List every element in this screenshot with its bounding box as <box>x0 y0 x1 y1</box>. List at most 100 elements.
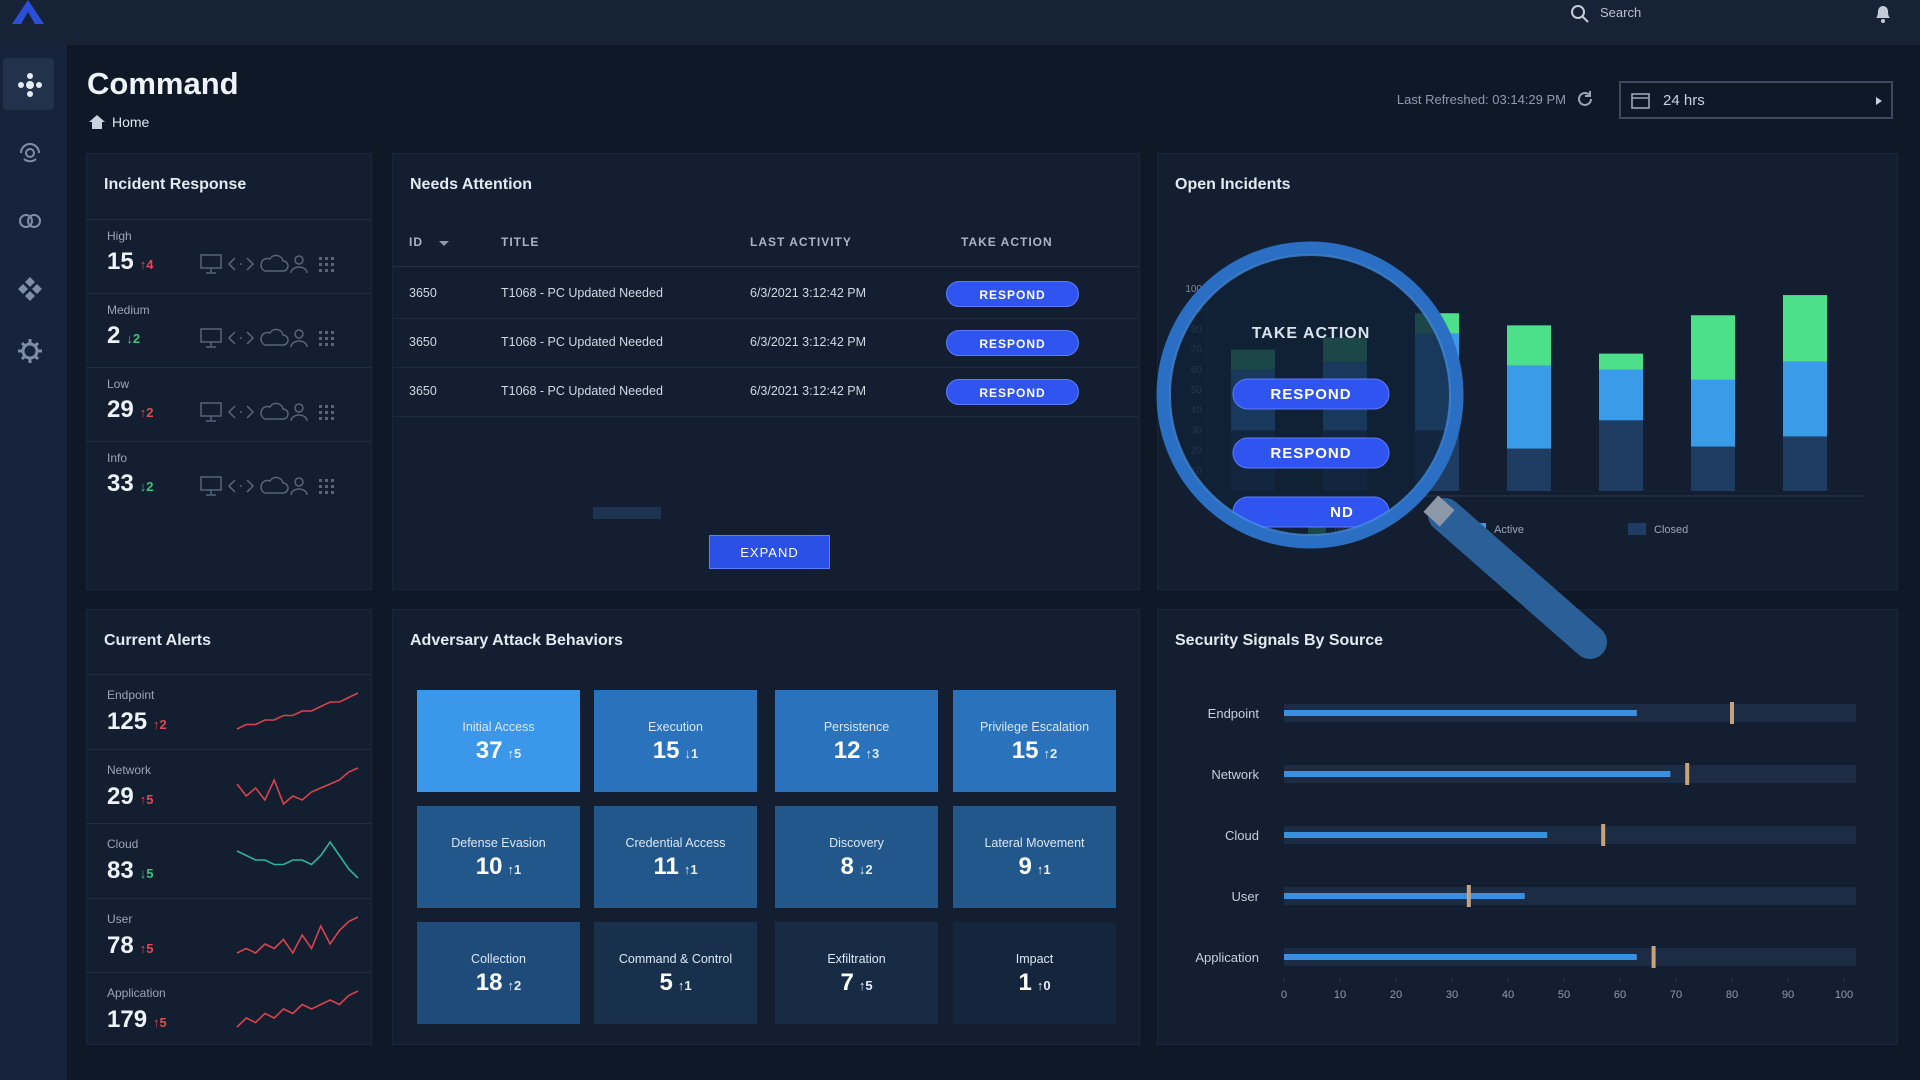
search-input[interactable]: Search <box>1600 5 1642 20</box>
source-icons <box>200 476 334 496</box>
count: 12 <box>833 737 861 764</box>
sort-caret <box>439 241 449 246</box>
needs-attention-panel: Needs Attention ID TITLE LAST ACTIVITY TAKE… <box>392 153 1140 590</box>
count: 29 <box>107 396 134 423</box>
icon <box>260 402 289 420</box>
y-tick-label: 50 <box>1191 385 1203 396</box>
sparkline <box>236 840 359 879</box>
respond-button[interactable]: RESPOND <box>946 281 1079 307</box>
target-marker <box>1466 885 1471 907</box>
target-marker <box>1685 763 1690 785</box>
count: 10 <box>475 853 503 880</box>
bar-segment <box>1783 436 1827 491</box>
nav-settings[interactable] <box>16 337 44 365</box>
tactic-label: Lateral Movement <box>984 836 1085 850</box>
x-tick-label: 40 <box>1502 989 1514 1001</box>
notifications[interactable] <box>1872 2 1894 24</box>
row-divider <box>393 367 1139 368</box>
nav-icon[interactable] <box>16 275 44 303</box>
column-header[interactable]: ID <box>409 235 423 249</box>
search-icon[interactable] <box>1570 4 1590 24</box>
sparkline <box>236 766 359 805</box>
category-label: Application <box>1195 950 1259 965</box>
top-bar: Search <box>0 0 1920 45</box>
alert-stat: 179 ↑5 <box>107 1006 167 1034</box>
y-tick-label: 100 <box>1185 284 1202 295</box>
count: 11 <box>653 853 679 880</box>
icon <box>331 405 334 408</box>
column-header: TITLE <box>501 235 540 249</box>
row-divider <box>87 367 371 368</box>
change: ↑2 <box>153 717 167 732</box>
refresh-button[interactable] <box>1575 89 1595 109</box>
tactic-tile[interactable]: Defense Evasion 10 ↑1 <box>417 806 580 908</box>
bar-segment <box>1231 369 1275 431</box>
tactic-tile[interactable]: Lateral Movement 9 ↑1 <box>953 806 1116 908</box>
change: ↑4 <box>139 257 154 272</box>
tactic-tile[interactable]: Impact 1 ↑0 <box>953 922 1116 1024</box>
tactic-label: Persistence <box>823 720 890 734</box>
open-incidents-chart: 0 10 20 30 40 50 60 70 80 90 100 New Active Closed <box>1185 284 1866 536</box>
y-tick-label: 40 <box>1191 405 1203 416</box>
bar-segment <box>1599 353 1643 370</box>
bar-segment <box>1231 430 1275 491</box>
bar <box>1284 832 1548 838</box>
tactic-tile[interactable]: Collection 18 ↑2 <box>417 922 580 1024</box>
sparkline <box>236 692 359 730</box>
icon <box>290 255 308 274</box>
breadcrumb[interactable]: Home <box>112 114 150 130</box>
icon <box>200 476 222 496</box>
change: ↑5 <box>139 940 154 956</box>
tactic-stat: 5 ↑1 <box>594 969 757 997</box>
tactic-tile[interactable]: Command & Control 5 ↑1 <box>594 922 757 1024</box>
y-tick-label: 80 <box>1191 324 1203 335</box>
time-range-picker[interactable]: 24 hrs <box>1619 81 1893 119</box>
cell: 3650 <box>409 286 437 300</box>
nav-icon[interactable] <box>16 207 44 235</box>
tactic-tile[interactable]: Initial Access 37 ↑5 <box>417 690 580 792</box>
respond-button[interactable]: RESPOND <box>946 330 1079 356</box>
change: ↑5 <box>139 791 154 807</box>
nav-icon[interactable] <box>16 139 44 167</box>
icon <box>319 343 322 346</box>
target-marker <box>1651 946 1656 968</box>
icon <box>319 269 322 272</box>
x-tick-label: 50 <box>1558 989 1570 1001</box>
alert-stat: 83 ↓5 <box>107 857 153 885</box>
alert-stat: 78 ↑5 <box>107 932 153 960</box>
logo[interactable] <box>8 0 48 26</box>
icon <box>325 479 328 482</box>
severity-stat: 29 ↑2 <box>107 396 153 424</box>
tactic-tile[interactable]: Exfiltration 7 ↑5 <box>775 922 938 1024</box>
sparkline-chart <box>236 990 359 1028</box>
nav-icon[interactable] <box>16 71 44 99</box>
tactic-tile[interactable]: Privilege Escalation 15 ↑2 <box>953 690 1116 792</box>
bar-segment <box>1323 361 1367 431</box>
home-icon[interactable] <box>88 114 106 130</box>
tactic-stat: 7 ↑5 <box>775 969 938 997</box>
change: ↑5 <box>507 746 522 761</box>
source-icons <box>200 254 334 274</box>
category-label: Cloud <box>1225 828 1259 843</box>
change: ↑2 <box>139 405 154 420</box>
respond-button[interactable]: RESPOND <box>946 379 1079 405</box>
row-divider <box>87 674 371 675</box>
icon <box>325 343 328 346</box>
icon <box>290 403 308 422</box>
column-header: LAST ACTIVITY <box>750 235 852 249</box>
icon <box>331 343 334 346</box>
tactic-label: Discovery <box>829 836 884 850</box>
x-tick-label: 80 <box>1726 989 1738 1001</box>
tactic-tile[interactable]: Persistence 12 ↑3 <box>775 690 938 792</box>
bar-segment <box>1231 349 1275 370</box>
tactic-tile[interactable]: Discovery 8 ↓2 <box>775 806 938 908</box>
icon <box>319 263 322 266</box>
expand-button[interactable]: EXPAND <box>709 535 830 569</box>
tactic-stat: 15 ↓1 <box>594 737 757 765</box>
category-label: Network <box>1211 767 1259 782</box>
tactic-tile[interactable]: Execution 15 ↓1 <box>594 690 757 792</box>
tactic-stat: 10 ↑1 <box>417 853 580 881</box>
tactic-tile[interactable]: Credential Access 11 ↑1 <box>594 806 757 908</box>
icon <box>227 331 255 345</box>
